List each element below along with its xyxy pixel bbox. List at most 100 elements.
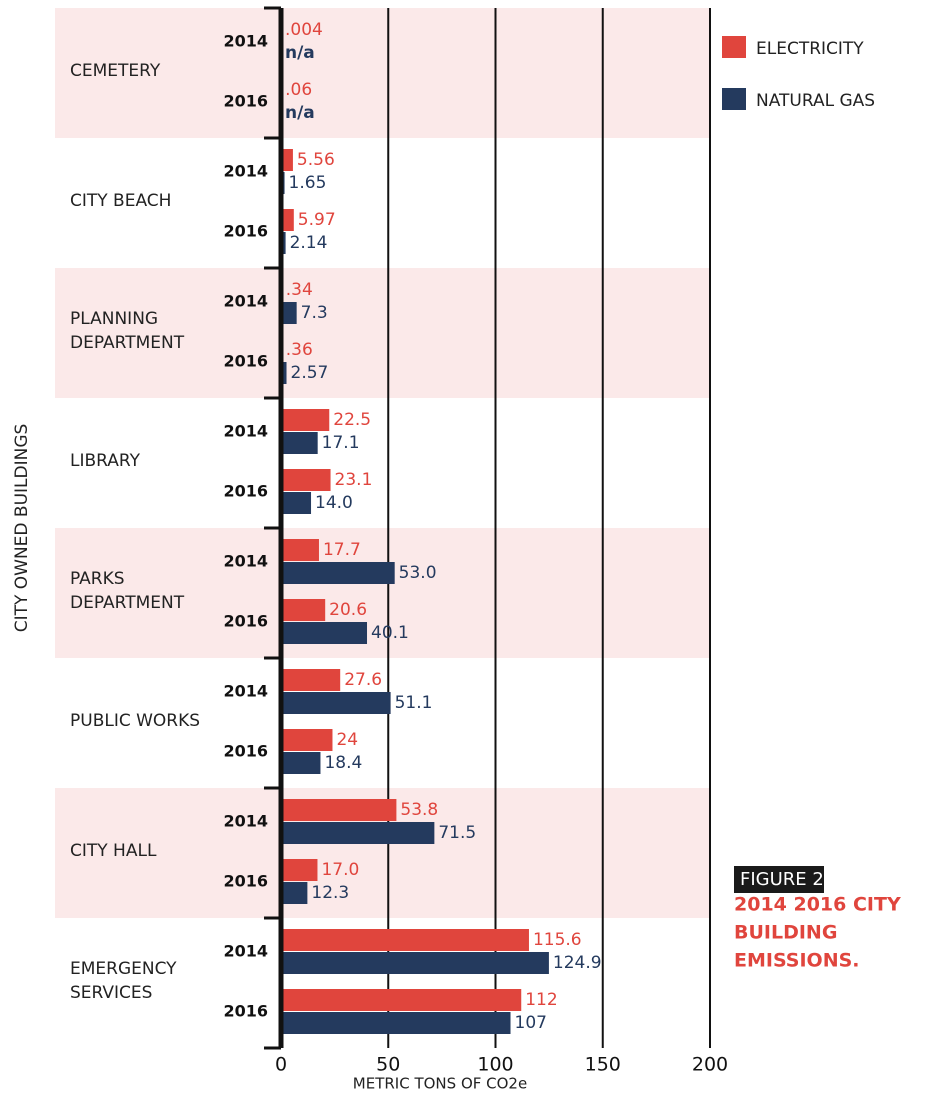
category-label: CEMETERY [70, 61, 161, 81]
chart-title: BUILDING [734, 922, 837, 944]
bar [281, 952, 549, 974]
category-label: LIBRARY [70, 451, 141, 471]
value-label: 115.6 [533, 930, 582, 950]
value-label: 7.3 [301, 303, 328, 323]
year-label: 2014 [223, 942, 268, 961]
category-label: CITY BEACH [70, 191, 171, 211]
bar [281, 562, 395, 584]
value-label: n/a [285, 43, 315, 63]
value-label: 2.57 [291, 363, 329, 383]
grid [387, 8, 711, 1048]
bar [281, 822, 435, 844]
category-label: PLANNING [70, 309, 158, 329]
category-label: EMERGENCY [70, 959, 177, 979]
value-label: 107 [515, 1013, 547, 1033]
year-label: 2014 [223, 32, 268, 51]
bar [281, 469, 331, 491]
category-label: PARKS [70, 569, 125, 589]
value-label: .06 [285, 80, 312, 100]
bands [55, 8, 710, 918]
value-label: 17.7 [323, 540, 361, 560]
value-label: .34 [286, 280, 313, 300]
value-label: n/a [285, 103, 315, 123]
year-label: 2016 [223, 92, 268, 111]
value-label: 24 [336, 730, 358, 750]
year-label: 2016 [223, 222, 268, 241]
x-axis-label: METRIC TONS OF CO2e [353, 1075, 527, 1093]
value-label: 20.6 [329, 600, 367, 620]
year-label: 2014 [223, 812, 268, 831]
value-label: 27.6 [344, 670, 382, 690]
bar [281, 1012, 511, 1034]
value-label: 53.0 [399, 563, 437, 583]
band [55, 528, 710, 658]
band [55, 8, 710, 138]
x-tick-label: 50 [376, 1054, 400, 1076]
bar [281, 209, 294, 231]
value-label: 12.3 [311, 883, 349, 903]
value-label: 23.1 [335, 470, 373, 490]
bar [281, 622, 368, 644]
value-label: .004 [285, 20, 323, 40]
bar [281, 599, 326, 621]
legend-label: ELECTRICITY [756, 39, 864, 59]
band [55, 268, 710, 398]
bar [281, 432, 318, 454]
year-label: 2014 [223, 682, 268, 701]
value-label: 51.1 [395, 693, 433, 713]
year-label: 2016 [223, 352, 268, 371]
year-label: 2016 [223, 742, 268, 761]
category-label: DEPARTMENT [70, 333, 185, 353]
year-label: 2016 [223, 1002, 268, 1021]
value-label: 22.5 [333, 410, 371, 430]
legend-swatch [722, 88, 746, 110]
y-axis-label: CITY OWNED BUILDINGS [12, 424, 32, 633]
bar [281, 929, 529, 951]
category-label: SERVICES [70, 983, 152, 1003]
year-label: 2016 [223, 872, 268, 891]
x-tick-label: 0 [275, 1054, 287, 1076]
figure-label-box [734, 866, 824, 893]
category-label: DEPARTMENT [70, 593, 185, 613]
year-label: 2016 [223, 612, 268, 631]
value-label: 53.8 [400, 800, 438, 820]
chart-title: 2014 2016 CITY [734, 894, 901, 916]
year-label: 2016 [223, 482, 268, 501]
legend-swatch [722, 36, 746, 58]
value-label: 71.5 [438, 823, 476, 843]
x-tick-label: 200 [692, 1054, 728, 1076]
bar [281, 362, 287, 384]
value-label: 2.14 [290, 233, 328, 253]
figure-label: FIGURE 2. [740, 869, 830, 890]
value-label: 14.0 [315, 493, 353, 513]
value-label: .36 [286, 340, 313, 360]
year-label: 2014 [223, 552, 268, 571]
year-label: 2014 [223, 292, 268, 311]
value-label: 1.65 [289, 173, 327, 193]
value-label: 124.9 [553, 953, 602, 973]
value-label: 112 [525, 990, 557, 1010]
value-label: 17.1 [322, 433, 360, 453]
bar [281, 539, 319, 561]
bar [281, 799, 397, 821]
bar [281, 882, 308, 904]
value-label: 5.56 [297, 150, 335, 170]
value-label: 40.1 [371, 623, 409, 643]
bar [281, 302, 297, 324]
value-label: 5.97 [298, 210, 336, 230]
x-tick-label: 100 [477, 1054, 513, 1076]
bar [281, 492, 312, 514]
category-label: CITY HALL [70, 841, 157, 861]
bar [281, 989, 522, 1011]
year-label: 2014 [223, 162, 268, 181]
bar [281, 692, 391, 714]
bar [281, 729, 333, 751]
bar [281, 409, 330, 431]
category-label: PUBLIC WORKS [70, 711, 200, 731]
bar [281, 669, 341, 691]
bar [281, 859, 318, 881]
x-tick-label: 150 [585, 1054, 621, 1076]
legend-label: NATURAL GAS [756, 91, 875, 111]
value-label: 17.0 [321, 860, 359, 880]
